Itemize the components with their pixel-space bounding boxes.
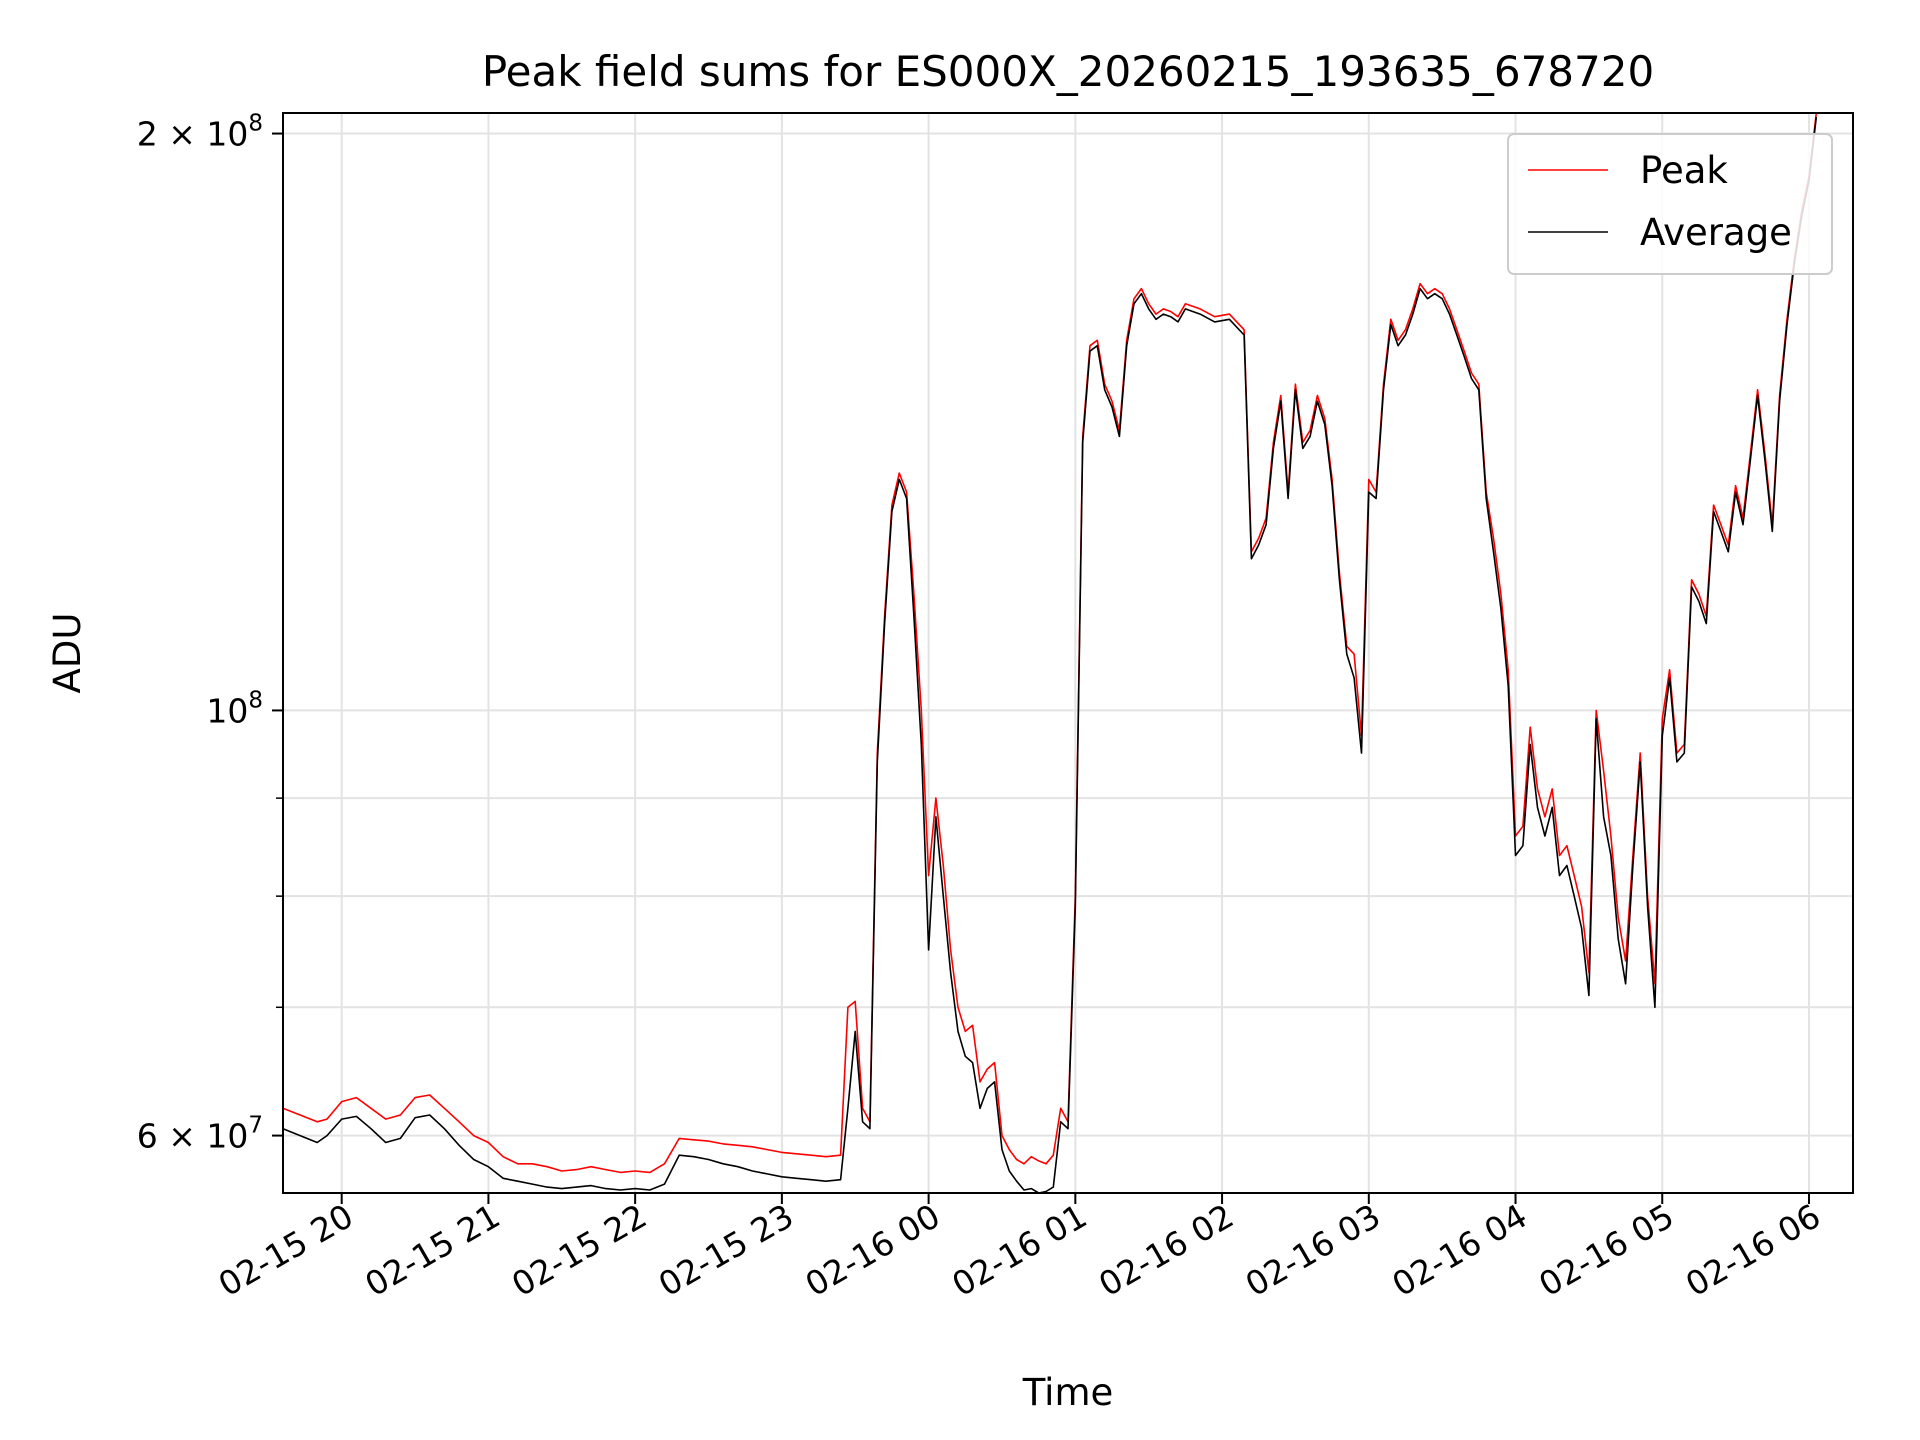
x-axis-label: Time [1022, 1371, 1114, 1414]
y-axis: 2 × 108 108 6 × 107 [137, 111, 283, 1156]
y-tick-label: 108 [206, 687, 263, 730]
legend-label-peak: Peak [1640, 149, 1728, 192]
y-axis-label: ADU [46, 613, 89, 694]
chart-title: Peak field sums for ES000X_20260215_1936… [482, 47, 1654, 96]
y-tick-label: 6 × 107 [137, 1113, 263, 1156]
series-line-peak [282, 112, 1818, 1174]
y-tick-label: 2 × 108 [137, 111, 263, 154]
grid [283, 113, 1853, 1193]
series-lines [282, 112, 1818, 1194]
plot-frame [282, 112, 1854, 1194]
legend: Peak Average [1507, 133, 1833, 275]
legend-box [1507, 133, 1833, 275]
legend-label-average: Average [1640, 211, 1792, 254]
series-line-average [282, 117, 1818, 1194]
